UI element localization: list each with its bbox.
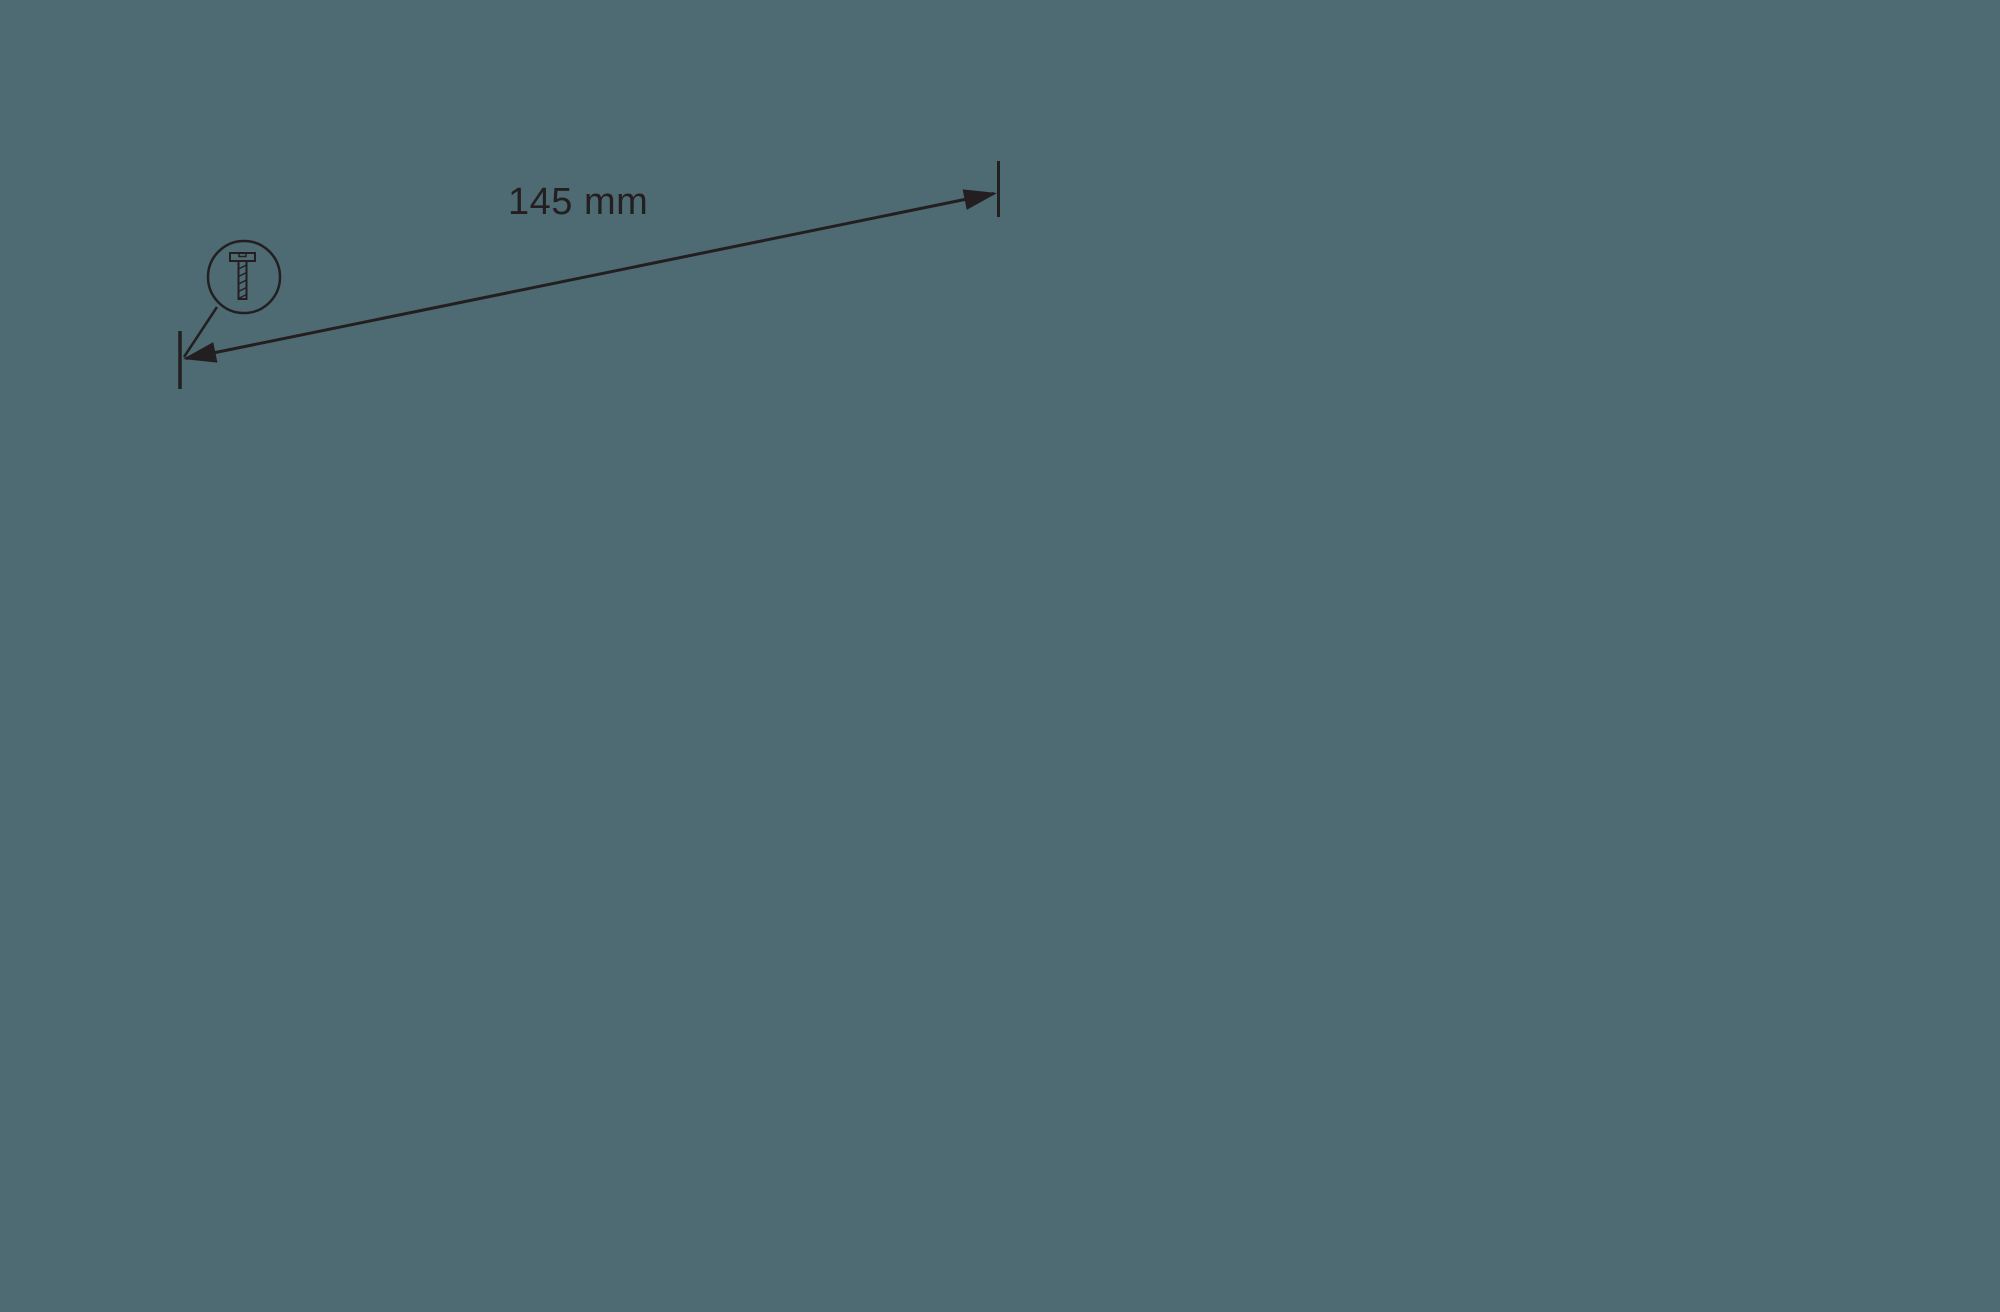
right-arrowhead xyxy=(962,189,997,210)
left-arrowhead xyxy=(183,342,218,363)
screw-icon xyxy=(229,252,256,300)
dimension-line xyxy=(185,192,995,360)
screw-head-slot xyxy=(238,252,247,258)
dimension-label: 145 mm xyxy=(508,181,648,223)
callout-leader-line xyxy=(182,306,219,358)
screw-threads xyxy=(238,264,247,300)
screw-callout-circle xyxy=(206,239,282,315)
